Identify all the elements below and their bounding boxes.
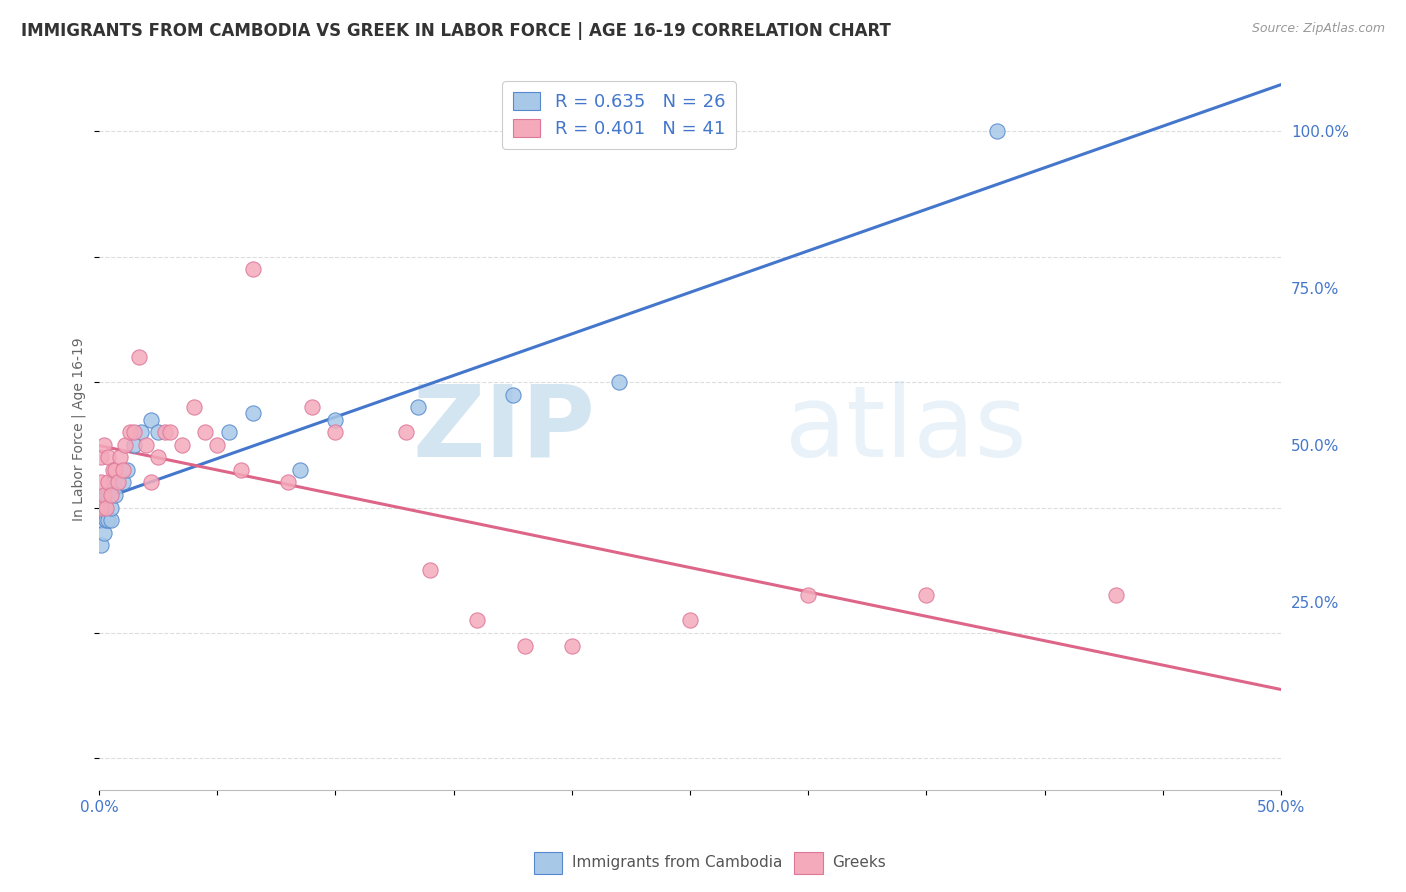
Point: [100, 488, 122, 502]
Point: [93, 525, 115, 540]
Point: [139, 475, 162, 490]
Point: [395, 425, 418, 440]
Point: [97, 513, 120, 527]
Point: [159, 425, 181, 440]
Point: [110, 450, 132, 465]
Point: [607, 375, 630, 389]
Point: [301, 401, 323, 415]
Point: [986, 124, 1008, 138]
Point: [111, 475, 134, 490]
Point: [124, 438, 146, 452]
Point: [465, 614, 488, 628]
Point: [90, 513, 112, 527]
Point: [94, 488, 117, 502]
Point: [139, 413, 162, 427]
Bar: [794, 852, 823, 874]
Point: [128, 350, 150, 364]
Point: [797, 588, 820, 602]
Point: [107, 475, 129, 490]
Point: [561, 639, 583, 653]
Point: [915, 588, 938, 602]
Point: [117, 463, 139, 477]
Point: [146, 425, 169, 440]
Point: [229, 463, 252, 477]
Point: [104, 463, 127, 477]
Legend: R = 0.635   N = 26, R = 0.401   N = 41: R = 0.635 N = 26, R = 0.401 N = 41: [502, 81, 735, 149]
Point: [153, 425, 176, 440]
Point: [325, 413, 347, 427]
Point: [183, 401, 205, 415]
Point: [679, 614, 702, 628]
Point: [101, 475, 124, 490]
Text: ZIP: ZIP: [412, 381, 596, 478]
Point: [100, 513, 122, 527]
Point: [242, 407, 264, 421]
Point: [94, 513, 117, 527]
Point: [100, 500, 122, 515]
Point: [93, 500, 115, 515]
Point: [97, 488, 120, 502]
Point: [242, 262, 264, 277]
Text: Immigrants from Cambodia: Immigrants from Cambodia: [572, 855, 783, 870]
Point: [288, 463, 311, 477]
Point: [218, 425, 240, 440]
Point: [325, 425, 347, 440]
Point: [90, 500, 112, 515]
Point: [513, 639, 536, 653]
Point: [97, 475, 120, 490]
Point: [90, 475, 112, 490]
Point: [90, 538, 112, 552]
Point: [93, 438, 115, 452]
Point: [101, 463, 124, 477]
Point: [93, 488, 115, 502]
Point: [114, 438, 136, 452]
Text: Source: ZipAtlas.com: Source: ZipAtlas.com: [1251, 22, 1385, 36]
Point: [205, 438, 228, 452]
Y-axis label: In Labor Force | Age 16-19: In Labor Force | Age 16-19: [72, 337, 86, 521]
Point: [90, 450, 112, 465]
Text: IMMIGRANTS FROM CAMBODIA VS GREEK IN LABOR FORCE | AGE 16-19 CORRELATION CHART: IMMIGRANTS FROM CAMBODIA VS GREEK IN LAB…: [21, 22, 891, 40]
Point: [97, 450, 120, 465]
Point: [194, 425, 217, 440]
Point: [1104, 588, 1126, 602]
Point: [277, 475, 299, 490]
Point: [135, 438, 157, 452]
Text: Greeks: Greeks: [832, 855, 886, 870]
Point: [406, 401, 429, 415]
Point: [419, 563, 441, 577]
Point: [502, 387, 524, 401]
Point: [146, 450, 169, 465]
Point: [94, 500, 117, 515]
Point: [118, 425, 141, 440]
Point: [131, 425, 153, 440]
Text: atlas: atlas: [785, 381, 1026, 478]
Bar: [534, 852, 562, 874]
Point: [124, 425, 146, 440]
Point: [104, 488, 127, 502]
Point: [111, 463, 134, 477]
Point: [170, 438, 193, 452]
